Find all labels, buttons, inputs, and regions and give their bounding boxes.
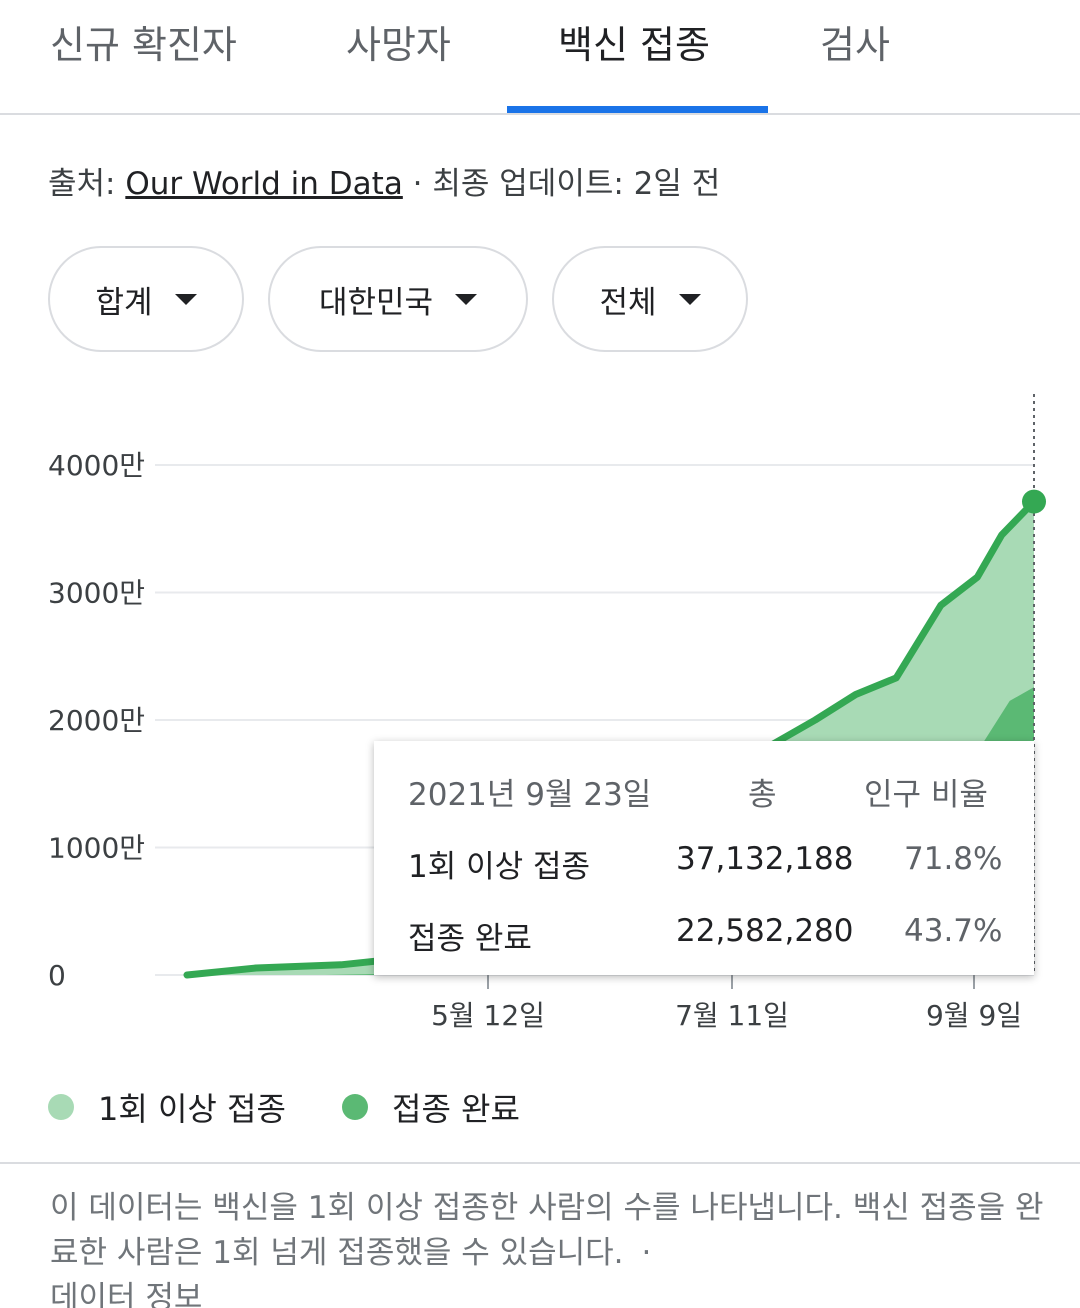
y-tick-label: 3000만 bbox=[48, 577, 145, 610]
filter-total-label: 합계 bbox=[95, 284, 153, 321]
filter-scope-dropdown[interactable]: 전체 bbox=[552, 246, 748, 352]
footnote-separator: · bbox=[641, 1235, 652, 1271]
tooltip-ratio-header: 인구 비율 bbox=[864, 777, 988, 813]
source-prefix: 출처: bbox=[48, 166, 126, 202]
y-tick-label: 4000만 bbox=[48, 449, 145, 482]
y-tick-label: 0 bbox=[48, 959, 66, 992]
data-info-link[interactable]: 데이터 정보 bbox=[50, 1280, 203, 1308]
y-tick-label: 1000만 bbox=[48, 832, 145, 865]
tab-vaccination[interactable]: 백신 접종 bbox=[558, 23, 710, 67]
legend-label: 접종 완료 bbox=[392, 1090, 520, 1128]
active-tab-indicator bbox=[507, 106, 768, 113]
tooltip-row-label: 1회 이상 접종 bbox=[408, 849, 591, 885]
tooltip-row-label: 접종 완료 bbox=[408, 921, 532, 957]
dropdown-caret-icon bbox=[678, 293, 701, 305]
tooltip-row-total: 22,582,280 bbox=[676, 913, 854, 949]
chart-tooltip: 2021년 9월 23일 총 인구 비율 1회 이상 접종 37,132,188… bbox=[374, 741, 1034, 975]
legend-item-fully-vaccinated: 접종 완료 bbox=[342, 1084, 520, 1130]
x-tick-label: 9월 9일 bbox=[926, 999, 1022, 1032]
source-updated: · 최종 업데이트: 2일 전 bbox=[402, 166, 721, 202]
tooltip-total-header: 총 bbox=[748, 777, 777, 813]
legend-item-first-dose: 1회 이상 접종 bbox=[48, 1084, 286, 1130]
filter-country-dropdown[interactable]: 대한민국 bbox=[268, 246, 528, 352]
tab-tests[interactable]: 검사 bbox=[820, 23, 890, 67]
source-link[interactable]: Our World in Data bbox=[125, 166, 403, 202]
x-tick-label: 7월 11일 bbox=[675, 999, 789, 1032]
tooltip-row-ratio: 43.7% bbox=[904, 913, 1003, 949]
y-tick-label: 2000만 bbox=[48, 704, 145, 737]
tooltip-row-total: 37,132,188 bbox=[676, 841, 854, 877]
tab-new-cases[interactable]: 신규 확진자 bbox=[50, 23, 237, 67]
hover-point bbox=[1022, 489, 1046, 514]
footnote-text: 이 데이터는 백신을 1회 이상 접종한 사람의 수를 나타냅니다. 백신 접종… bbox=[50, 1190, 1044, 1271]
dropdown-caret-icon bbox=[174, 293, 197, 305]
filter-total-dropdown[interactable]: 합계 bbox=[48, 246, 244, 352]
filter-country-label: 대한민국 bbox=[318, 284, 434, 321]
filter-scope-label: 전체 bbox=[599, 284, 657, 321]
legend-label: 1회 이상 접종 bbox=[98, 1090, 286, 1128]
legend-swatch bbox=[342, 1094, 368, 1120]
tooltip-row-ratio: 71.8% bbox=[904, 841, 1003, 877]
tooltip-date: 2021년 9월 23일 bbox=[408, 777, 652, 813]
legend-swatch bbox=[48, 1094, 74, 1120]
tab-bar: 신규 확진자 사망자 백신 접종 검사 bbox=[0, 0, 1080, 115]
x-tick-label: 5월 12일 bbox=[431, 999, 545, 1032]
dropdown-caret-icon bbox=[455, 293, 478, 305]
footnote: 이 데이터는 백신을 1회 이상 접종한 사람의 수를 나타냅니다. 백신 접종… bbox=[50, 1186, 1050, 1308]
section-divider bbox=[0, 1162, 1080, 1164]
source-line: 출처: Our World in Data · 최종 업데이트: 2일 전 bbox=[48, 158, 720, 203]
tab-deaths[interactable]: 사망자 bbox=[346, 23, 451, 67]
